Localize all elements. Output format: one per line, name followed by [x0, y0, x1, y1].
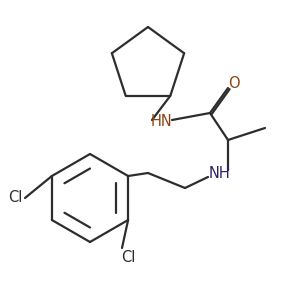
- Text: Cl: Cl: [8, 190, 22, 205]
- Text: Cl: Cl: [121, 250, 135, 265]
- Text: HN: HN: [151, 115, 173, 130]
- Text: NH: NH: [209, 166, 231, 181]
- Text: O: O: [228, 76, 240, 91]
